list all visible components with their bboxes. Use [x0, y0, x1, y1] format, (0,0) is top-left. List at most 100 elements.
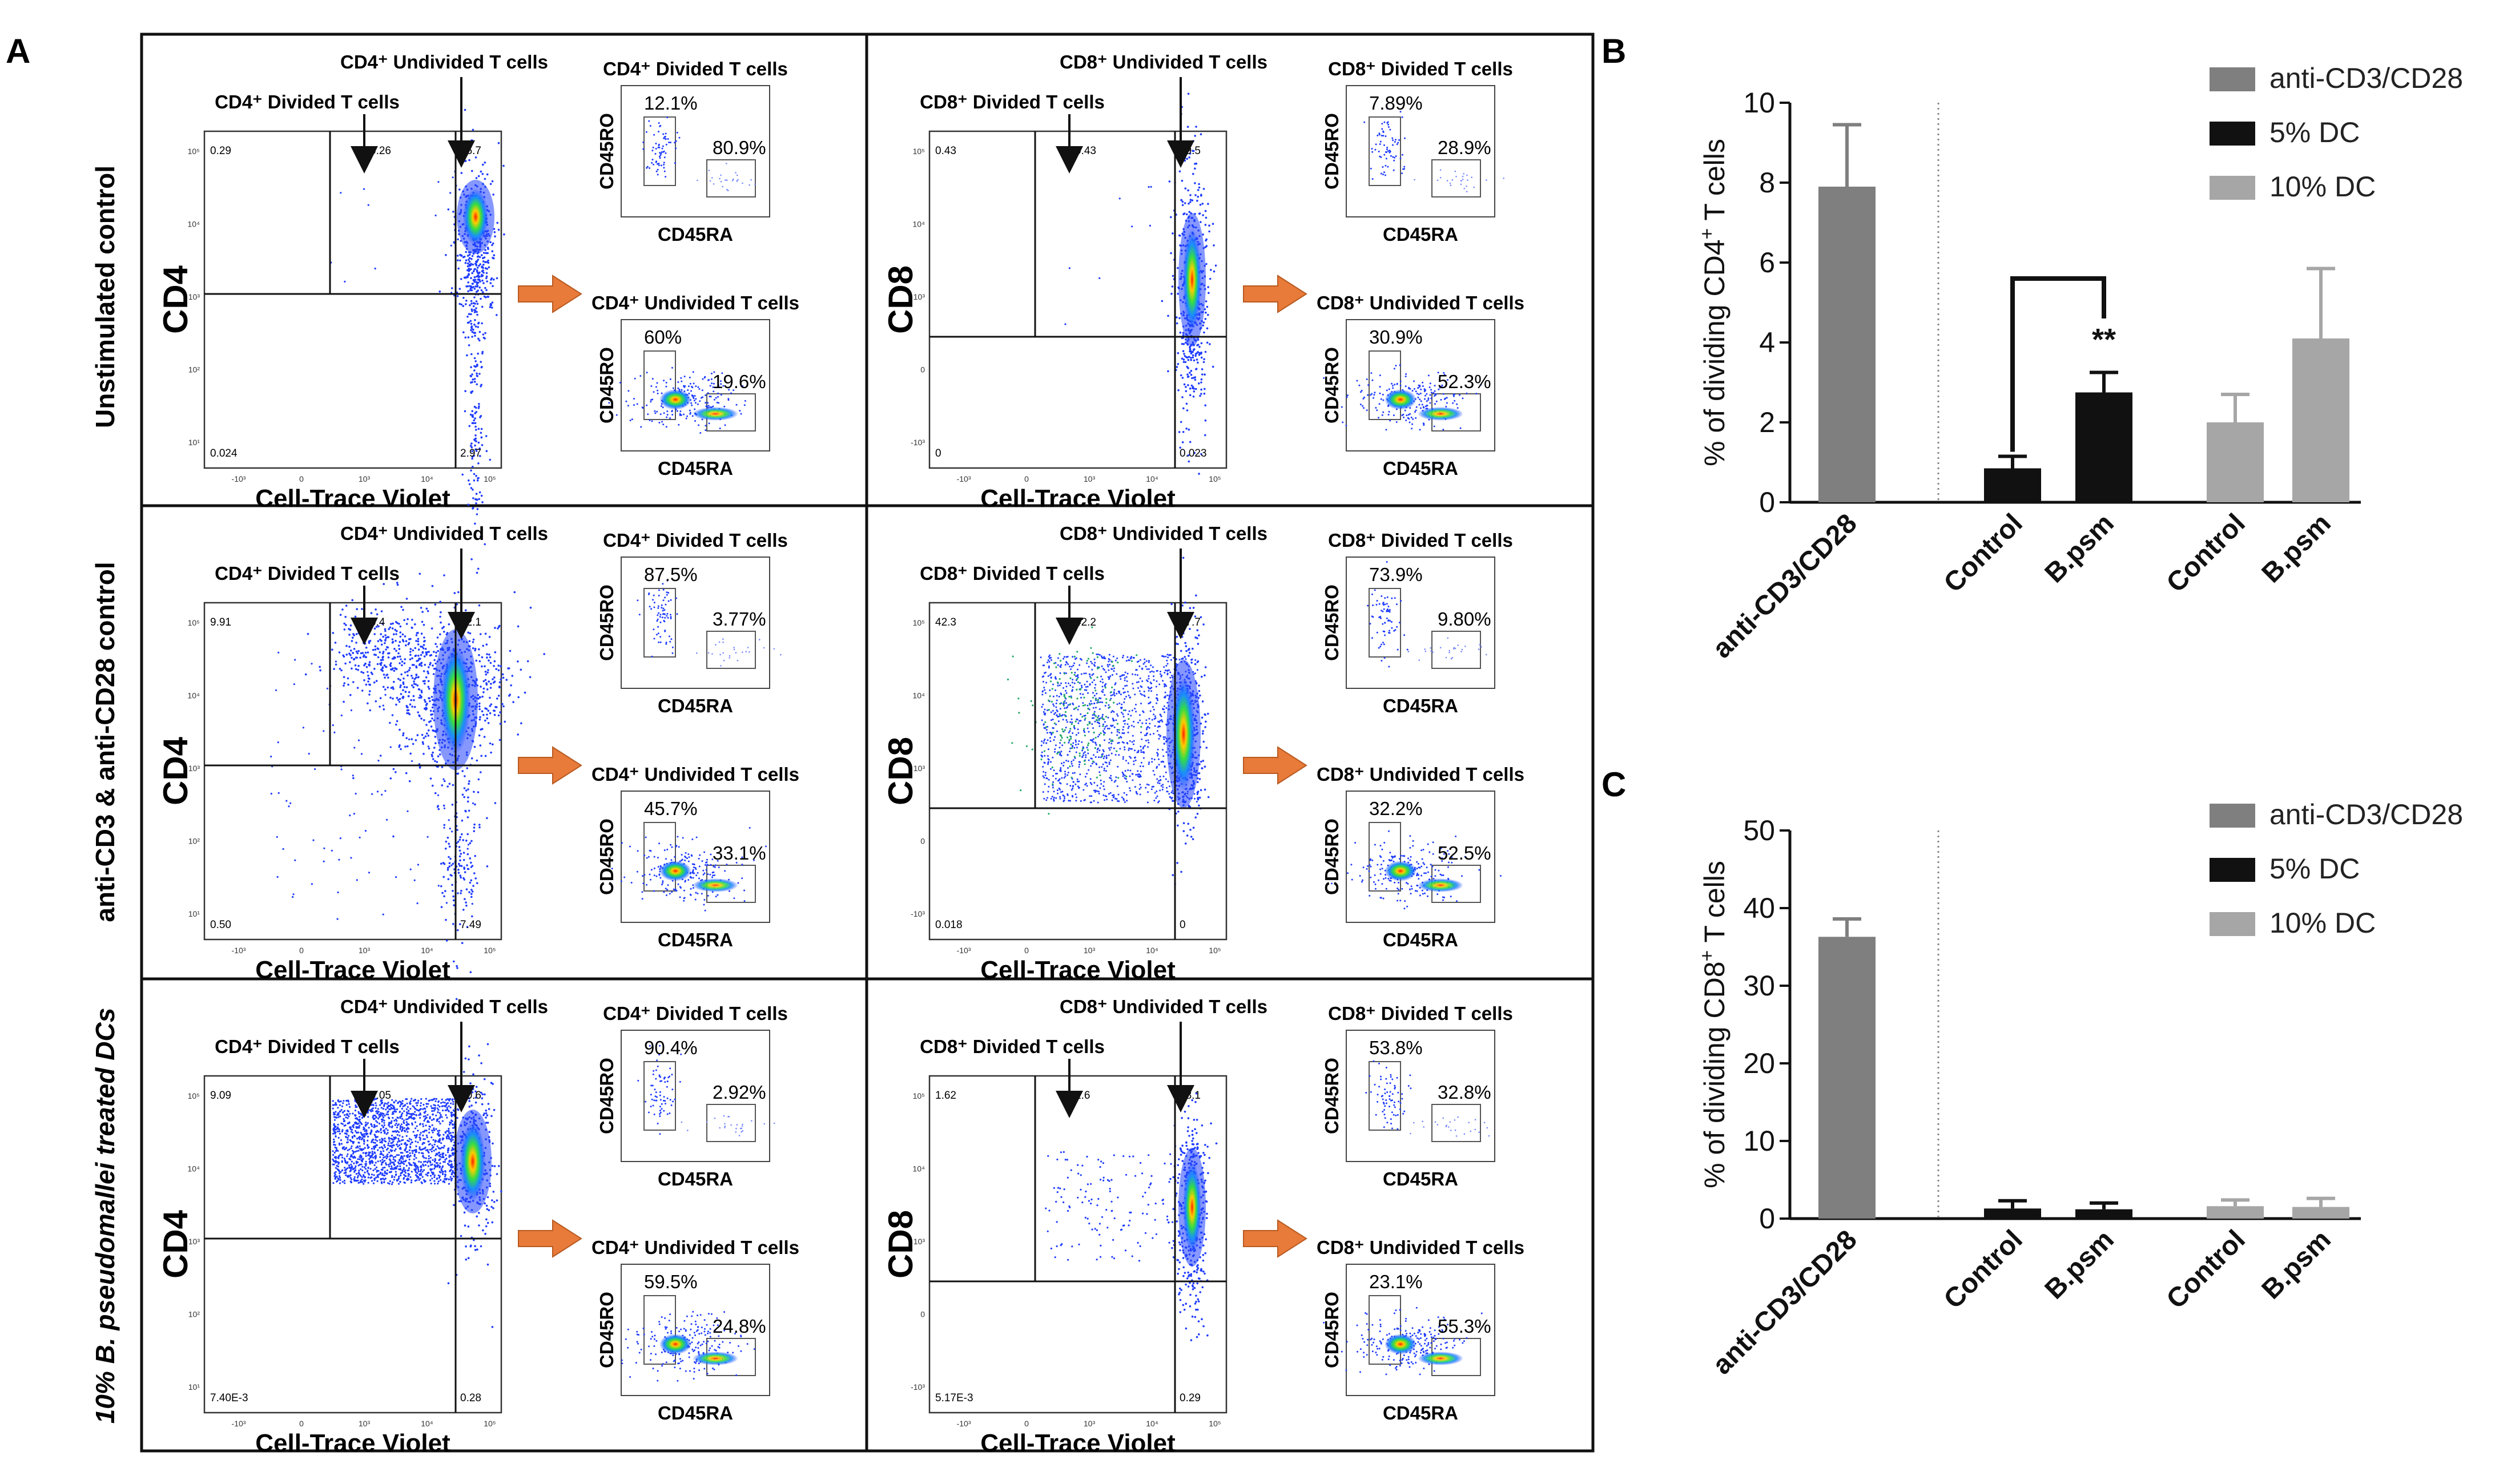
- divided-gate-header: CD4⁺ Divided T cells: [215, 563, 400, 584]
- panel-letter-b: B: [1601, 32, 1626, 70]
- row-label-2: anti-CD3 & anti-CD28 control: [90, 562, 120, 922]
- category-label: B.psm: [2256, 508, 2337, 588]
- y-tick-label: 10⁵: [913, 1091, 925, 1100]
- x-axis-title: Cell-Trace Violet: [980, 1429, 1176, 1457]
- legend-label: anti-CD3/CD28: [2269, 799, 2463, 830]
- inset-pct-ra: 28.9%: [1438, 137, 1491, 158]
- x-tick-label: 10⁵: [1209, 474, 1221, 483]
- panel-a-frame: [140, 33, 1595, 1453]
- inset-pct-ro: 60%: [644, 326, 682, 348]
- inset-plot: CD4⁺ Undivided T cells 59.5% 24.8% CD45RA CD…: [591, 1237, 799, 1423]
- chart-c: 0 10 20 30 40 50 % of dividing CD8+ T cells ant…: [1696, 799, 2463, 1381]
- legend-swatch: [2210, 912, 2255, 936]
- inset-x-label: CD45RA: [658, 695, 733, 716]
- x-tick-label: 0: [299, 946, 304, 955]
- quadrant-lower-left: 0.018: [935, 919, 963, 931]
- quadrant-upper-left: 42.3: [935, 616, 956, 628]
- quadrant-lower-left: 0.50: [210, 919, 231, 931]
- bar-4: [2207, 1206, 2264, 1219]
- y-tick-label: 0: [920, 1310, 925, 1319]
- inset-y-label: CD45RO: [596, 818, 617, 895]
- inset-events: [611, 826, 767, 912]
- inset-title: CD8⁺ Undivided T cells: [1317, 292, 1524, 313]
- y-tick-label: 10: [1743, 1125, 1775, 1157]
- category-label: Control: [1938, 1224, 2029, 1314]
- flow-cell-6: 1.62 1.6 98.1 5.17E-3 0.29 10⁵ 10⁴ 10³ 0 -10³ -10³…: [882, 996, 1524, 1457]
- x-tick-label: -10³: [232, 946, 246, 955]
- inset-pct-ra: 24.8%: [713, 1316, 766, 1337]
- y-tick-label: 10⁴: [187, 220, 200, 229]
- category-label: B.psm: [2256, 1224, 2337, 1305]
- inset-y-label: CD45RO: [1321, 818, 1342, 895]
- inset-y-label: CD45RO: [1321, 1058, 1342, 1134]
- inset-events: [637, 579, 782, 667]
- legend-swatch: [2210, 858, 2255, 882]
- inset-events: [1331, 830, 1502, 910]
- x-tick-label: -10³: [957, 946, 971, 955]
- category-label: Control: [1938, 508, 2029, 598]
- orange-arrow-icon: [1243, 275, 1307, 313]
- y-axis-title: CD4: [156, 736, 195, 805]
- inset-pct-ro: 45.7%: [644, 798, 698, 819]
- orange-arrow-icon: [518, 275, 582, 313]
- quadrant-upper-middle: 0.26: [370, 145, 391, 157]
- flow-events: [1007, 556, 1210, 885]
- y-tick-label: 10⁴: [912, 1164, 925, 1174]
- orange-arrow-icon: [518, 746, 582, 785]
- y-tick-label: 50: [1743, 814, 1775, 846]
- inset-frame: [621, 1030, 770, 1162]
- inset-events: [1367, 561, 1487, 668]
- x-tick-label: 10⁴: [421, 474, 433, 483]
- inset-y-label: CD45RO: [596, 584, 617, 661]
- x-axis-title: Cell-Trace Violet: [255, 956, 450, 984]
- inset-gate: [1431, 1104, 1481, 1142]
- divided-gate-header: CD8⁺ Divided T cells: [920, 563, 1105, 584]
- y-tick-label: 0: [1759, 1203, 1775, 1235]
- quadrant-upper-left: 1.62: [935, 1090, 956, 1102]
- inset-pct-ra: 19.6%: [713, 371, 766, 392]
- x-axis-title: Cell-Trace Violet: [255, 485, 450, 513]
- y-axis-label: % of dividing CD8+ T cells: [1696, 861, 1731, 1188]
- flow-events: [330, 108, 505, 574]
- orange-arrow-icon: [1243, 1219, 1307, 1258]
- y-tick-label: 10³: [188, 764, 200, 773]
- x-tick-label: -10³: [957, 1419, 971, 1428]
- inset-title: CD4⁺ Divided T cells: [603, 1003, 788, 1024]
- legend-label: anti-CD3/CD28: [2269, 62, 2463, 94]
- inset-title: CD4⁺ Undivided T cells: [591, 1237, 799, 1258]
- quadrant-lower-left: 0: [935, 447, 941, 459]
- x-tick-label: -10³: [232, 1419, 246, 1428]
- inset-pct-ra: 80.9%: [713, 137, 766, 158]
- quadrant-lower-right: 0.023: [1180, 447, 1207, 459]
- x-tick-label: 10⁴: [421, 946, 433, 955]
- category-label: B.psm: [2039, 1224, 2120, 1305]
- inset-pct-ro: 30.9%: [1369, 326, 1423, 348]
- x-axis-title: Cell-Trace Violet: [980, 485, 1176, 513]
- y-tick-label: 0: [920, 837, 925, 846]
- x-tick-label: -10³: [957, 474, 971, 483]
- inset-gate: [706, 631, 756, 669]
- x-tick-label: 10⁵: [484, 474, 496, 483]
- legend-label: 5% DC: [2269, 853, 2360, 885]
- inset-plot: CD8⁺ Divided T cells 7.89% 28.9% CD45RA CD45…: [1321, 58, 1513, 245]
- y-tick-label: 10¹: [188, 909, 200, 918]
- flow-plot-frame: [928, 1075, 1228, 1414]
- undivided-gate-header: CD4⁺ Undivided T cells: [340, 996, 548, 1017]
- inset-gate: [706, 159, 756, 197]
- inset-y-label: CD45RO: [1321, 113, 1342, 189]
- inset-gate: [1431, 631, 1481, 669]
- y-tick-label: 10⁵: [188, 147, 200, 156]
- x-tick-label: 10⁵: [484, 946, 496, 955]
- y-axis-title: CD4: [156, 1209, 195, 1279]
- quadrant-lower-left: 7.40E-3: [210, 1392, 248, 1404]
- inset-x-label: CD45RA: [658, 1168, 733, 1189]
- inset-gate: [643, 116, 676, 186]
- inset-pct-ro: 53.8%: [1369, 1037, 1423, 1058]
- inset-plot: CD4⁺ Divided T cells 87.5% 3.77% CD45RA CD45…: [596, 530, 788, 716]
- inset-x-label: CD45RA: [1383, 458, 1458, 479]
- quadrant-upper-middle: 9.05: [370, 1090, 391, 1102]
- y-tick-label: -10³: [911, 1382, 925, 1392]
- x-axis-title: Cell-Trace Violet: [255, 1429, 450, 1457]
- quadrant-lower-right: 0: [1180, 919, 1186, 931]
- category-label: Control: [2161, 1224, 2251, 1314]
